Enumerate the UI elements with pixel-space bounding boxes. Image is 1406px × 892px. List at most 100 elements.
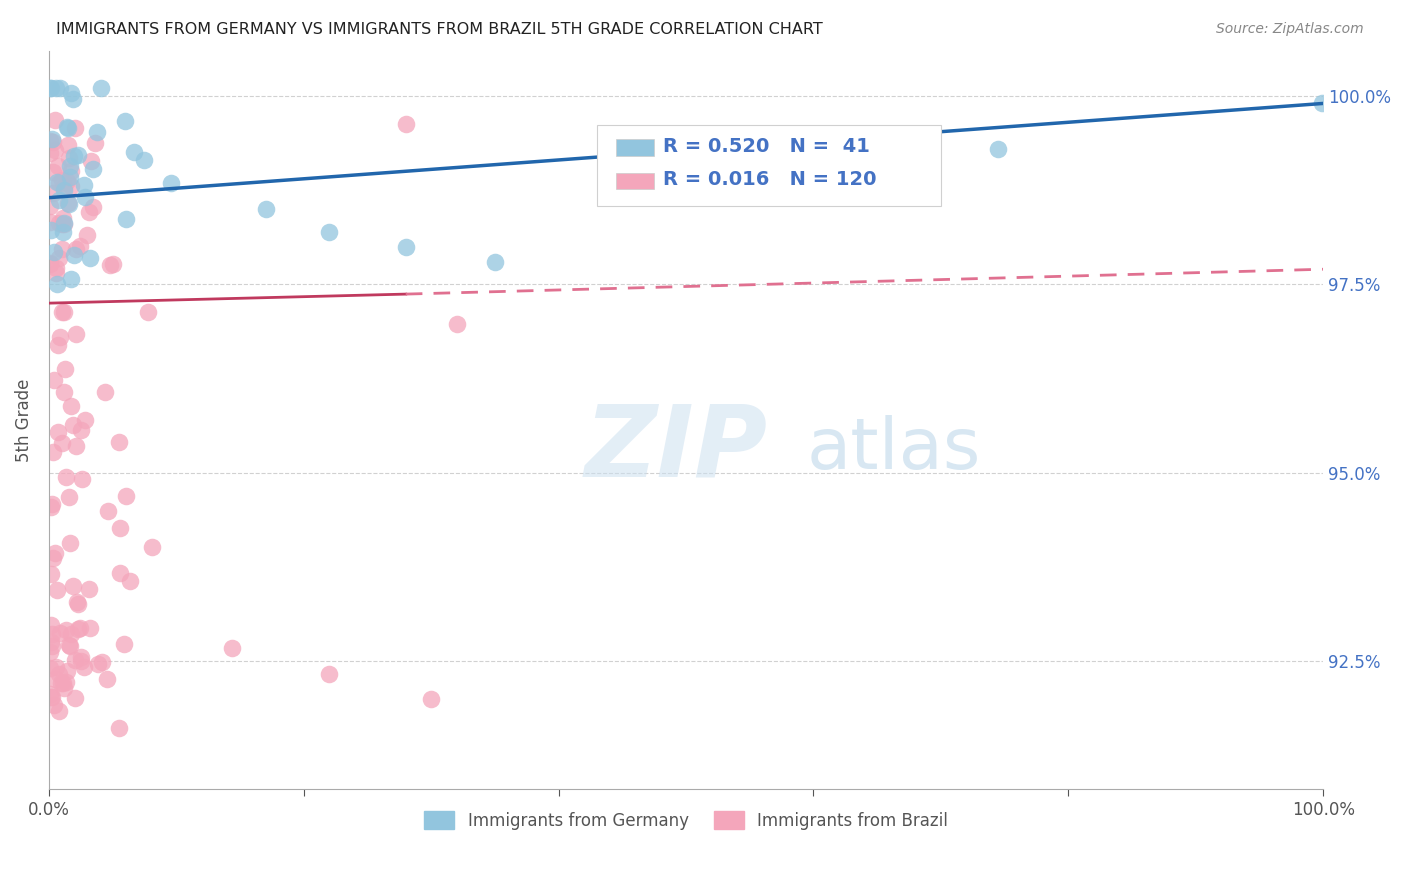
Y-axis label: 5th Grade: 5th Grade [15,378,32,462]
Point [45,266,67,280]
Point [141,540,163,554]
Point [48,704,70,718]
Point [69,239,91,253]
Point [46,425,69,440]
Point [46,583,69,598]
Point [66,597,89,611]
Point [49,330,72,344]
Text: R = 0.016   N = 120: R = 0.016 N = 120 [664,170,876,189]
Point [39,134,62,148]
Point [76,227,98,242]
Point [56,120,79,134]
Bar [616,172,654,189]
Point [48,176,70,190]
Point [42,551,65,566]
Point [58,151,80,165]
Point [45,81,67,95]
Point [41,497,63,511]
Point [65,242,87,256]
Point [53,183,76,197]
Point [62,248,84,262]
Point [446,318,468,332]
Point [53,180,76,194]
Point [48,193,70,207]
Point [44,672,66,686]
Point [41,627,63,641]
Point [56,174,79,188]
Point [115,489,138,503]
Point [55,624,77,638]
Point [52,304,75,318]
Point [39,81,62,95]
Point [42,135,65,149]
Point [46,338,69,352]
Point [122,145,145,160]
Point [39,617,62,632]
Text: ZIP: ZIP [583,401,768,498]
Point [39,257,62,271]
Point [108,566,131,580]
Point [46,175,69,189]
Point [45,261,67,276]
Point [51,173,73,187]
Point [80,153,103,168]
Point [45,277,67,292]
Point [58,491,80,505]
Point [82,161,104,176]
Point [114,114,136,128]
Text: IMMIGRANTS FROM GERMANY VS IMMIGRANTS FROM BRAZIL 5TH GRADE CORRELATION CHART: IMMIGRANTS FROM GERMANY VS IMMIGRANTS FR… [56,22,823,37]
Point [73,178,96,192]
Point [39,645,62,659]
Point [72,472,94,486]
Point [318,666,340,681]
Point [42,186,65,200]
Point [59,159,82,173]
Point [59,639,82,653]
Point [41,131,63,145]
Point [49,626,72,640]
Point [44,143,66,157]
Point [114,211,136,226]
Point [53,385,76,400]
Bar [616,139,654,155]
Point [108,721,131,735]
Point [52,216,75,230]
Point [49,676,72,690]
Point [39,635,62,649]
Point [41,223,63,237]
Point [82,200,104,214]
Point [42,165,65,179]
Point [48,666,70,681]
Point [51,243,73,257]
Point [67,148,90,162]
Point [51,304,73,318]
Point [90,81,112,95]
Point [221,640,243,655]
Point [48,251,70,265]
Point [62,417,84,432]
Point [65,326,87,341]
Point [77,582,100,596]
Point [48,216,70,230]
Point [39,199,62,213]
Point [1310,96,1333,111]
Point [134,153,156,167]
Point [55,674,77,689]
Point [66,595,89,609]
Point [51,435,73,450]
Point [60,271,83,285]
Point [66,622,89,636]
Text: atlas: atlas [807,415,981,484]
Point [98,258,121,272]
Point [108,521,131,535]
Point [84,136,107,151]
Point [159,176,181,190]
Point [58,197,80,211]
Point [63,653,86,667]
Point [62,578,84,592]
Point [39,567,62,582]
Point [58,138,80,153]
Point [60,627,83,641]
Point [62,92,84,106]
Point [73,660,96,674]
